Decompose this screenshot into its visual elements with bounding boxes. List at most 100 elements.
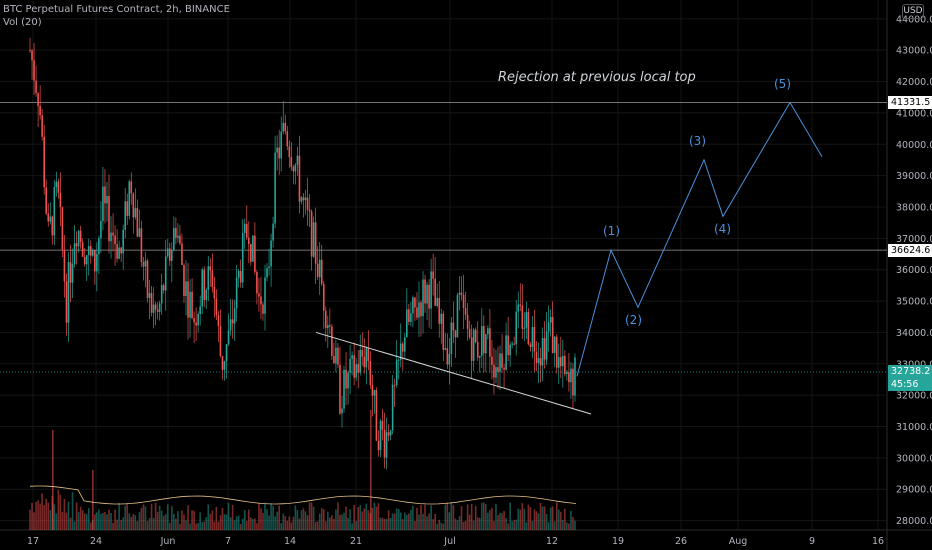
- volume-bar: [547, 522, 550, 530]
- volume-bar: [254, 518, 256, 530]
- candle-body: [375, 390, 378, 441]
- candle-body: [57, 181, 60, 193]
- volume-bar: [207, 504, 210, 530]
- volume-bar: [146, 521, 149, 530]
- volume-bar: [343, 512, 345, 530]
- candle-body: [464, 307, 467, 315]
- volume-bar: [221, 508, 224, 530]
- volume-bar: [162, 515, 165, 530]
- candle-body: [71, 263, 74, 283]
- candle-body: [189, 291, 191, 318]
- volume-bar: [511, 521, 513, 530]
- y-tick-label: 29000.0: [896, 485, 932, 496]
- candle-body: [310, 211, 313, 257]
- volume-bar: [243, 510, 246, 530]
- volume-bar: [393, 513, 396, 530]
- volume-bar: [308, 502, 311, 530]
- volume-bar: [268, 515, 270, 530]
- volume-bar: [284, 516, 287, 530]
- volume-bar: [134, 515, 137, 530]
- candle-body: [503, 367, 505, 370]
- volume-bar: [448, 512, 451, 530]
- candle-body: [75, 243, 78, 247]
- candle-body: [444, 348, 447, 350]
- volume-bar: [438, 519, 441, 530]
- volume-bar: [262, 512, 264, 530]
- volume-bar: [168, 522, 171, 530]
- candle-body: [521, 305, 524, 329]
- volume-bar: [355, 520, 357, 530]
- candle-body: [377, 440, 380, 451]
- candle-body: [219, 326, 222, 357]
- candle-body: [418, 302, 420, 318]
- candle-body: [448, 353, 451, 365]
- volume-bar: [245, 521, 248, 530]
- candle-body: [209, 266, 212, 271]
- volume-bar: [108, 509, 110, 530]
- volume-bar: [173, 513, 175, 530]
- volume-bar: [79, 506, 82, 530]
- volume-bar: [63, 499, 66, 530]
- y-tick-label: 32000.0: [896, 391, 932, 402]
- volume-bar: [333, 518, 335, 530]
- candle-body: [306, 197, 309, 210]
- volume-bar: [59, 494, 62, 530]
- candle-body: [408, 309, 410, 322]
- candle-body: [497, 367, 499, 372]
- currency-badge[interactable]: USD: [902, 4, 924, 19]
- volume-bar: [379, 517, 382, 530]
- volume-bar: [519, 509, 522, 530]
- symbol-title[interactable]: BTC Perpetual Futures Contract, 2h, BINA…: [3, 4, 230, 15]
- candle-body: [142, 261, 145, 267]
- volume-ma-line: [29, 485, 577, 505]
- volume-bar: [252, 519, 254, 530]
- candle-body: [227, 330, 230, 345]
- volume-bar: [41, 493, 43, 530]
- candle-body: [187, 281, 189, 318]
- volume-bar: [485, 503, 487, 530]
- volume-bar: [489, 510, 491, 530]
- candle-body: [276, 147, 278, 153]
- candle-body: [329, 325, 331, 327]
- volume-indicator-label[interactable]: Vol (20): [3, 17, 42, 28]
- candle-body: [221, 356, 224, 370]
- wave-label: (3): [689, 133, 706, 148]
- volume-bar: [495, 504, 497, 530]
- candle-body: [525, 312, 528, 328]
- candle-body: [173, 228, 175, 251]
- volume-bar: [572, 516, 574, 530]
- volume-bar: [100, 513, 102, 530]
- trendline: [315, 331, 592, 415]
- volume-bar: [260, 508, 262, 530]
- candle-body: [98, 238, 100, 255]
- volume-bar: [248, 509, 250, 530]
- candle-body: [164, 256, 167, 291]
- candle-body: [134, 208, 137, 218]
- volume-bar: [205, 517, 208, 530]
- volume-bar: [318, 513, 321, 530]
- volume-bar: [270, 503, 272, 530]
- candle-body: [300, 197, 303, 202]
- candle-body: [264, 277, 266, 314]
- volume-bar: [507, 523, 509, 530]
- volume-bar: [43, 505, 45, 530]
- candle-body: [529, 344, 532, 347]
- volume-bar: [304, 511, 307, 530]
- volume-bar: [215, 506, 218, 530]
- candle-body: [450, 322, 453, 354]
- volume-bar: [286, 520, 289, 530]
- candle-body: [335, 347, 337, 364]
- candle-body: [365, 348, 368, 368]
- volume-bar: [499, 512, 501, 530]
- candle-body: [126, 201, 129, 216]
- candle-body: [485, 334, 487, 354]
- candle-body: [43, 136, 45, 188]
- volume-bar: [470, 504, 473, 530]
- price-tag: 45:56: [888, 378, 932, 392]
- volume-bar: [464, 520, 467, 530]
- candle-body: [387, 432, 390, 436]
- y-tick-label: 37000.0: [896, 234, 932, 245]
- candle-body: [79, 230, 82, 243]
- x-tick-label: 7: [225, 536, 231, 547]
